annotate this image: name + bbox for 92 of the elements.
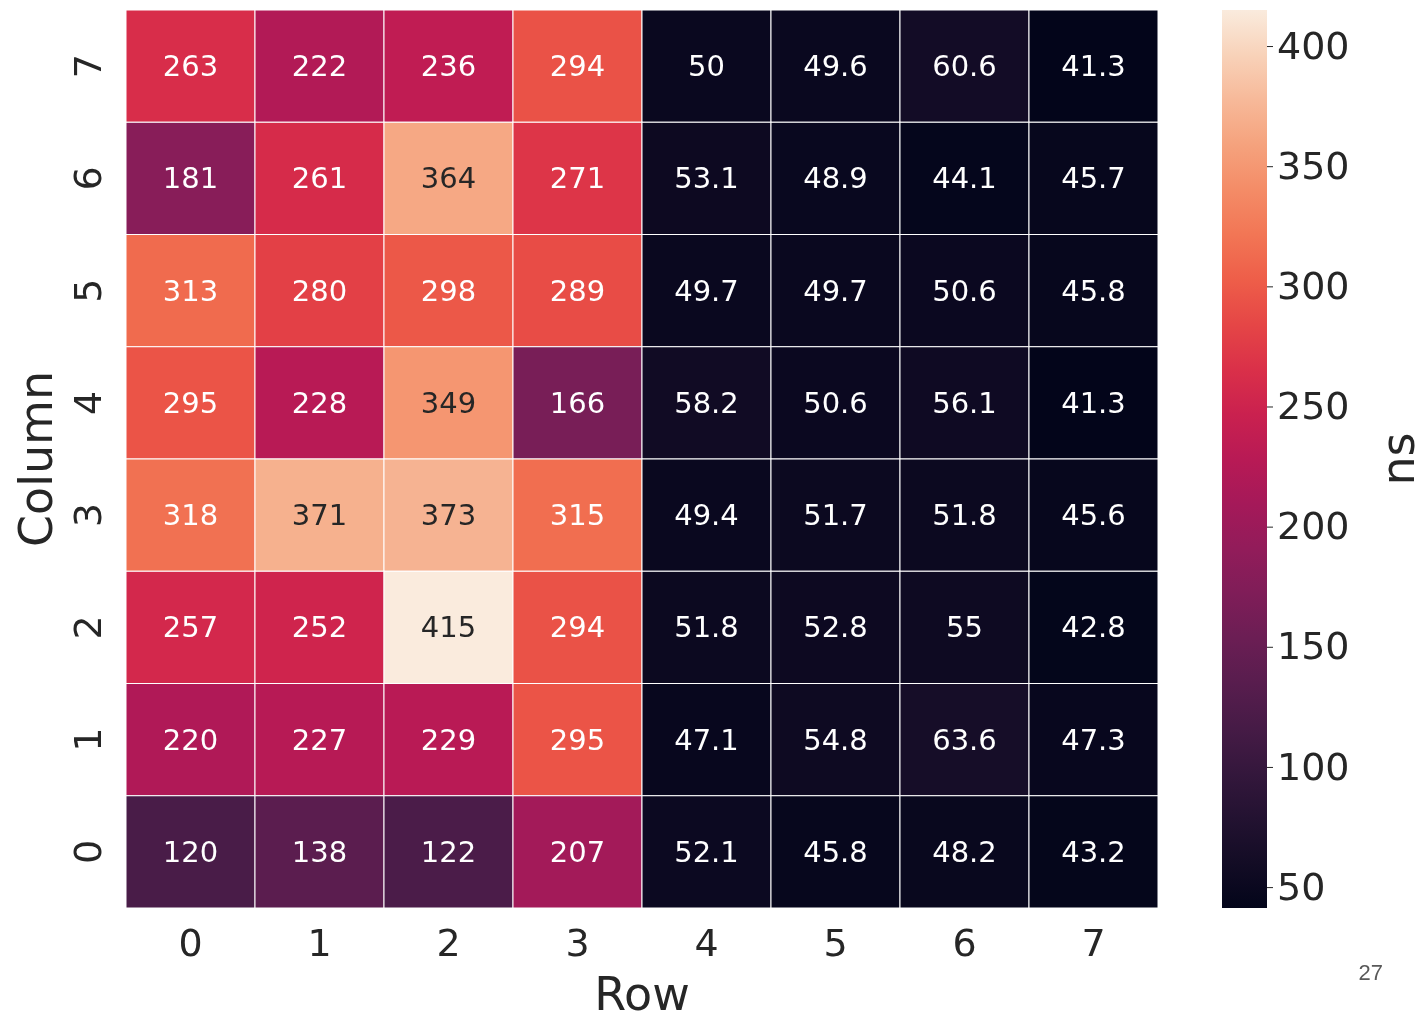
data-label: 50.6	[932, 273, 997, 308]
x-axis-title: Row	[594, 967, 690, 1014]
x-tick-label: 4	[694, 921, 719, 965]
y-tick-label: 0	[66, 839, 110, 864]
data-label: 49.4	[674, 498, 739, 533]
x-tick-label: 6	[952, 921, 977, 965]
color-bar-label: 250	[1277, 384, 1350, 429]
data-label: 181	[162, 161, 219, 196]
x-tick-label: 2	[436, 921, 461, 965]
data-label: 54.8	[803, 722, 868, 757]
data-label: 51.8	[674, 610, 739, 645]
data-label: 47.1	[674, 722, 739, 757]
data-label: 58.2	[674, 385, 739, 420]
data-label: 42.8	[1061, 610, 1126, 645]
data-label: 45.8	[803, 834, 868, 869]
data-label: 364	[420, 161, 477, 196]
y-tick-label: 5	[66, 278, 110, 303]
x-tick-label: 0	[178, 921, 203, 965]
y-tick-label: 7	[66, 54, 110, 79]
data-label: 295	[162, 385, 219, 420]
data-label: 280	[291, 273, 348, 308]
data-label: 318	[162, 498, 219, 533]
data-label: 60.6	[932, 49, 997, 84]
data-label: 294	[549, 49, 606, 84]
data-label: 298	[420, 273, 477, 308]
data-label: 49.6	[803, 49, 868, 84]
color-bar-label: 100	[1277, 744, 1350, 789]
data-label: 45.6	[1061, 498, 1126, 533]
data-label: 271	[549, 161, 606, 196]
data-label: 55	[946, 610, 983, 645]
data-label: 122	[420, 834, 477, 869]
color-bar-label: 300	[1277, 264, 1350, 308]
data-label: 415	[420, 610, 477, 645]
y-tick-label: 3	[66, 503, 110, 528]
x-tick-label: 5	[823, 921, 848, 965]
data-label: 45.7	[1061, 161, 1126, 196]
color-bar-label: 400	[1277, 23, 1350, 68]
data-label: 53.1	[674, 161, 739, 196]
data-label: 51.8	[932, 498, 997, 533]
data-label: 49.7	[803, 273, 868, 308]
data-label: 48.2	[932, 834, 997, 869]
data-label: 227	[291, 722, 348, 757]
y-tick-label: 6	[66, 166, 110, 191]
data-label: 56.1	[932, 385, 997, 420]
data-label: 261	[291, 161, 348, 196]
y-tick-label: 2	[66, 615, 110, 640]
y-tick-label: 4	[66, 390, 110, 415]
data-label: 229	[420, 722, 477, 757]
data-label: 47.3	[1061, 722, 1126, 757]
data-label: 295	[549, 722, 606, 757]
data-label: 50	[688, 49, 725, 84]
y-tick-label: 1	[66, 727, 110, 752]
data-label: 222	[291, 49, 348, 84]
color-bar-label: 350	[1277, 143, 1350, 188]
data-label: 51.7	[803, 498, 868, 533]
data-label: 52.1	[674, 834, 739, 869]
text: 27	[1358, 960, 1383, 985]
data-label: 138	[291, 834, 348, 869]
data-label: 263	[162, 49, 219, 84]
color-bar-label: 200	[1277, 504, 1350, 549]
data-label: 44.1	[932, 161, 997, 196]
data-label: 294	[549, 610, 606, 645]
x-tick-label: 3	[565, 921, 590, 965]
data-label: 373	[420, 498, 477, 533]
color-bar-label: 150	[1277, 624, 1350, 669]
x-tick-label: 7	[1081, 921, 1106, 965]
y-axis-title: Column	[9, 370, 63, 548]
data-label: 52.8	[803, 610, 868, 645]
data-label: 49.7	[674, 273, 739, 308]
data-label: 349	[420, 385, 477, 420]
data-label: 120	[162, 834, 219, 869]
data-label: 50.6	[803, 385, 868, 420]
color-bar-label: 50	[1277, 864, 1326, 909]
data-label: 315	[549, 498, 606, 533]
data-label: 313	[162, 273, 219, 308]
data-label: 48.9	[803, 161, 868, 196]
data-label: 207	[549, 834, 606, 869]
color-bar-title: ns	[1371, 432, 1419, 486]
data-label: 371	[291, 498, 348, 533]
data-label: 289	[549, 273, 606, 308]
data-label: 43.2	[1061, 834, 1126, 869]
data-label: 41.3	[1061, 385, 1126, 420]
data-label: 257	[162, 610, 219, 645]
data-label: 236	[420, 49, 477, 84]
data-label: 220	[162, 722, 219, 757]
x-tick-label: 1	[307, 921, 332, 965]
data-label: 45.8	[1061, 273, 1126, 308]
data-label: 252	[291, 610, 348, 645]
data-label: 63.6	[932, 722, 997, 757]
data-label: 41.3	[1061, 49, 1126, 84]
data-label: 228	[291, 385, 348, 420]
data-label: 166	[549, 385, 606, 420]
